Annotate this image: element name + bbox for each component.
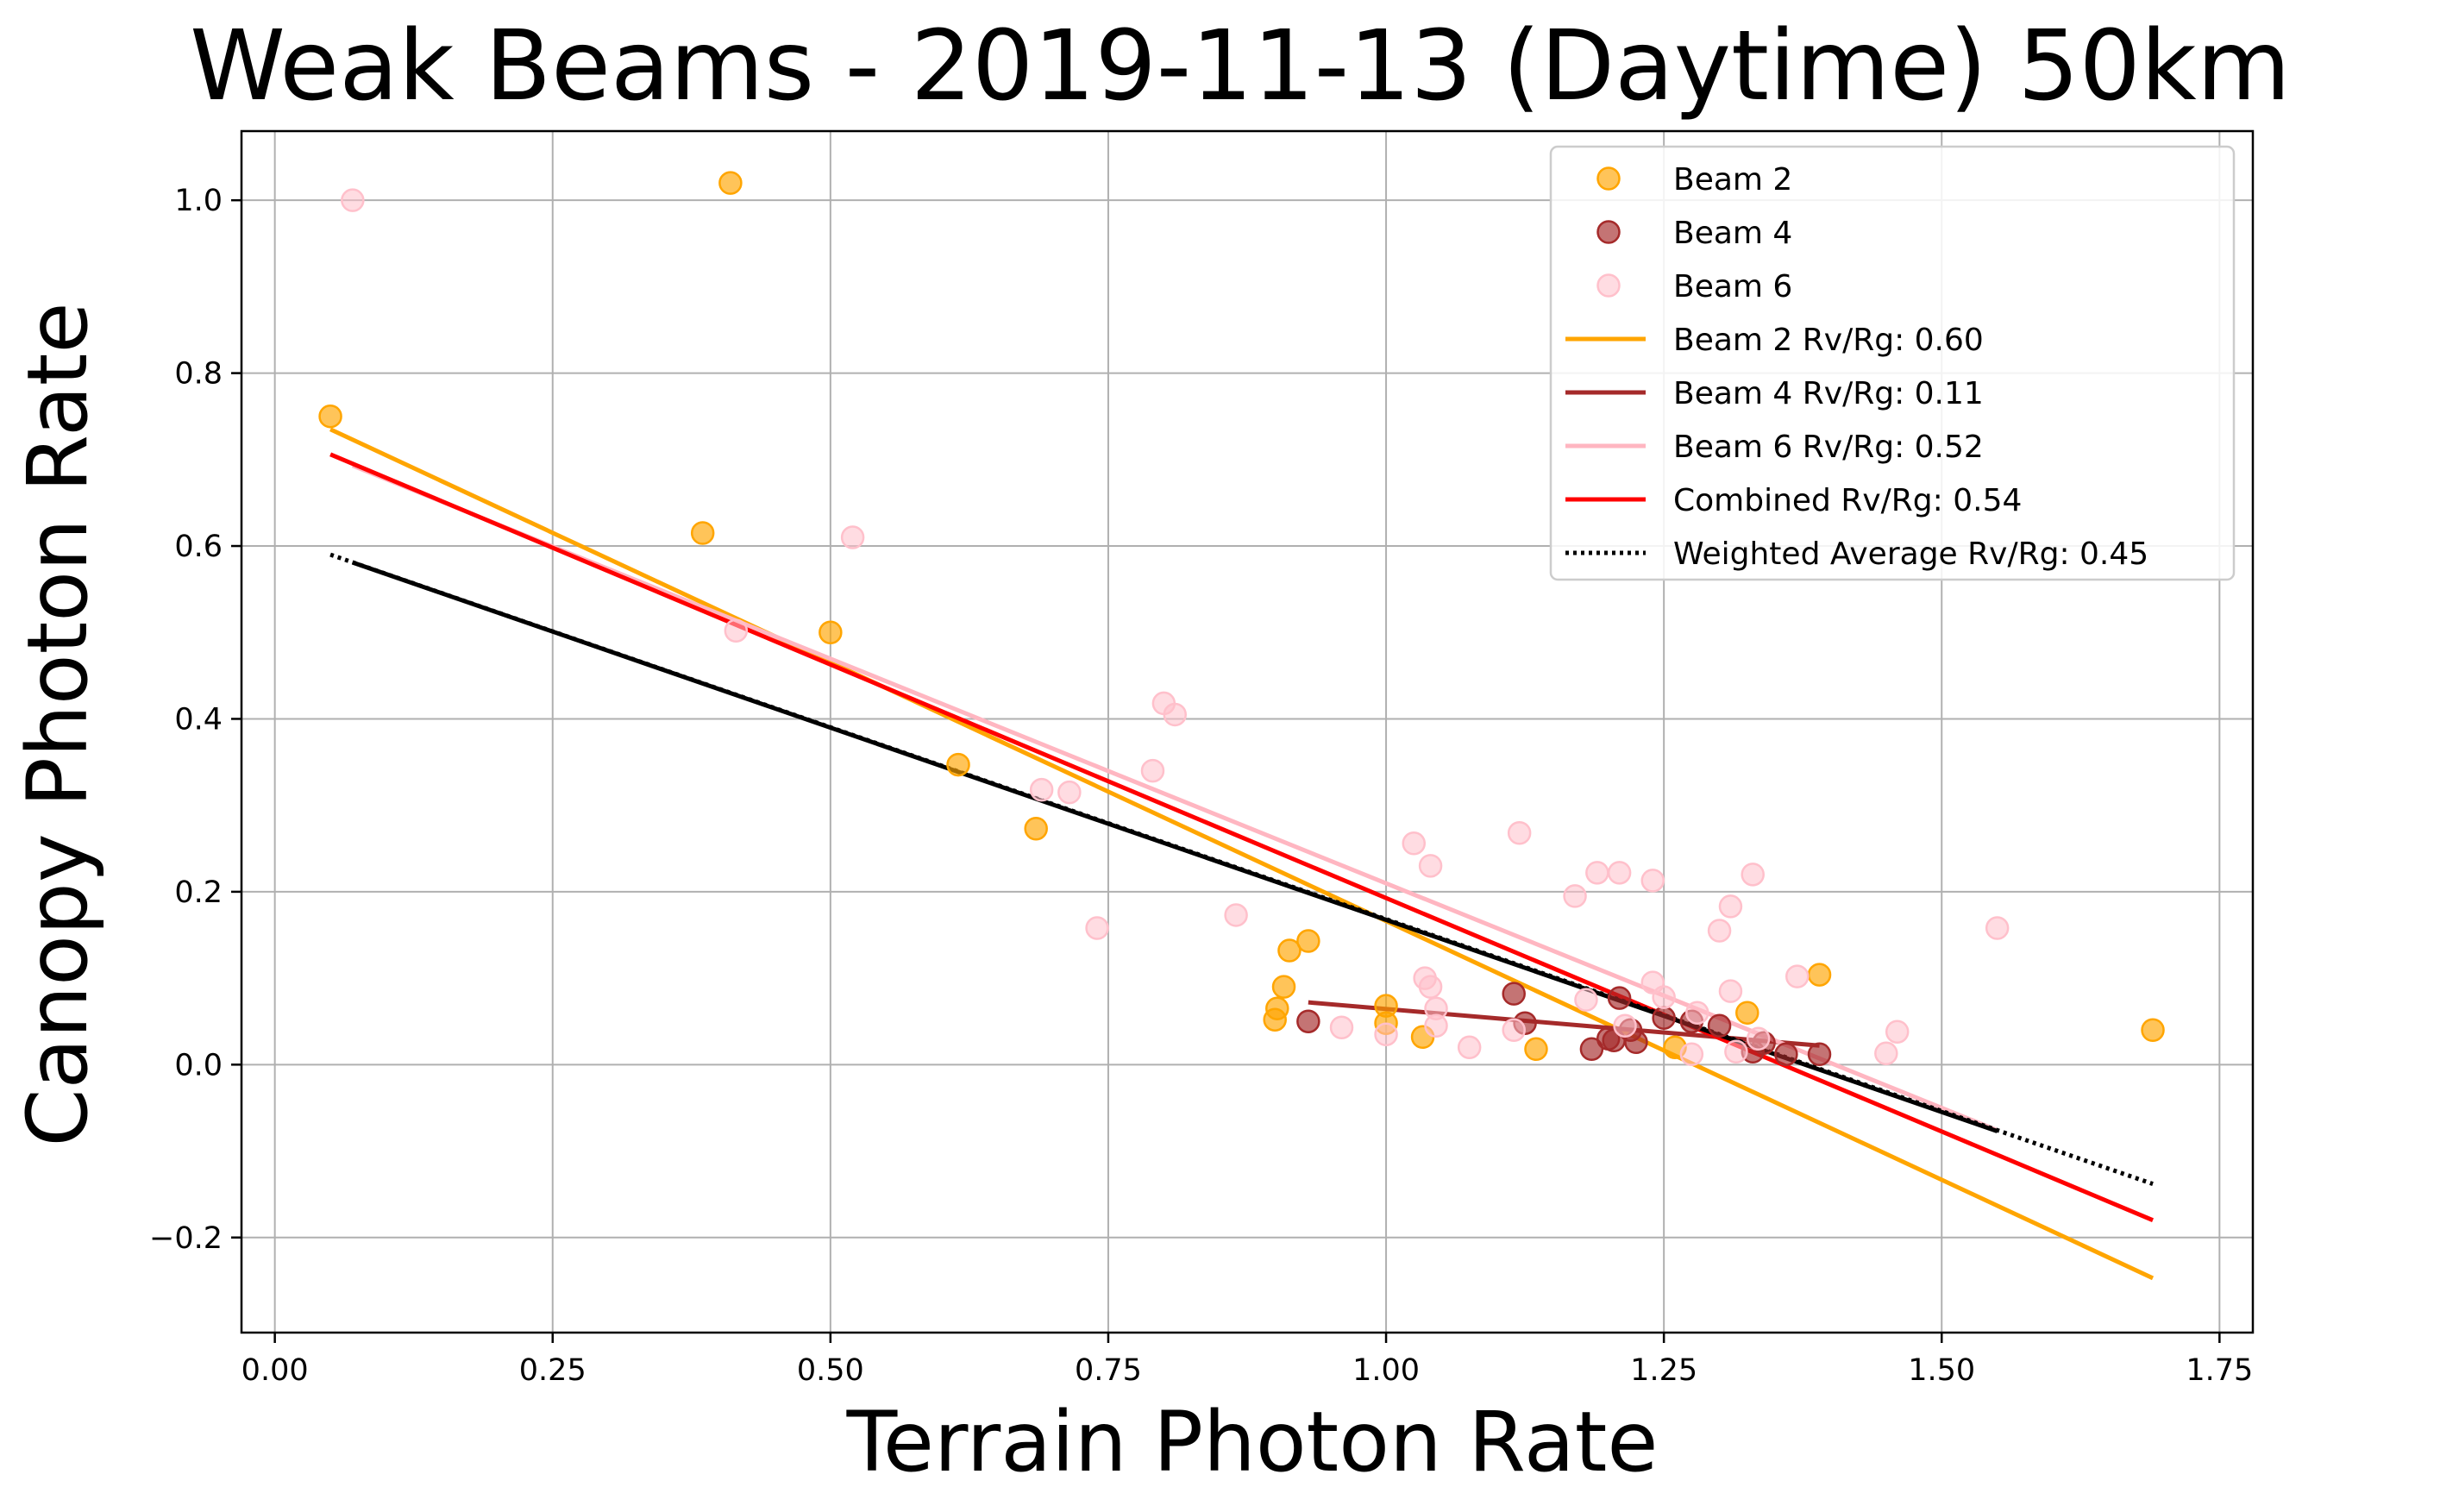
x-tick-label: 1.00 bbox=[1352, 1353, 1420, 1388]
point-beam-6 bbox=[1085, 916, 1109, 940]
point-beam-6 bbox=[1685, 1001, 1709, 1025]
legend-marker bbox=[1596, 273, 1621, 298]
point-beam-4 bbox=[1296, 1009, 1320, 1033]
legend-marker bbox=[1596, 166, 1621, 191]
legend-label: Beam 6 bbox=[1673, 269, 1792, 304]
x-tick-label: 0.50 bbox=[797, 1353, 864, 1388]
point-beam-6 bbox=[1874, 1041, 1898, 1066]
point-beam-6 bbox=[840, 525, 865, 549]
point-beam-2 bbox=[1296, 929, 1320, 953]
point-beam-6 bbox=[1640, 869, 1665, 893]
point-beam-6 bbox=[1224, 903, 1248, 927]
x-axis-label: Terrain Photon Rate bbox=[846, 1394, 1659, 1490]
point-beam-6 bbox=[1724, 1039, 1748, 1064]
point-beam-6 bbox=[1585, 861, 1609, 885]
legend: Beam 2 Beam 4 Beam 6 Beam 2 Rv/Rg: 0.60 Beam… bbox=[1549, 145, 2236, 581]
y-tick-label: 1.0 bbox=[174, 184, 223, 218]
point-beam-6 bbox=[1707, 919, 1732, 943]
point-beam-6 bbox=[1985, 916, 2010, 940]
point-beam-6 bbox=[1418, 975, 1443, 999]
y-tick-label: 0.0 bbox=[174, 1048, 223, 1082]
legend-label: Beam 4 bbox=[1673, 216, 1792, 251]
legend-label: Combined Rv/Rg: 0.54 bbox=[1673, 483, 2022, 518]
point-beam-6 bbox=[1057, 780, 1082, 805]
regression-line bbox=[329, 427, 2155, 1281]
legend-label: Beam 4 Rv/Rg: 0.11 bbox=[1673, 376, 1984, 411]
legend-box bbox=[1549, 145, 2236, 581]
point-beam-6 bbox=[1329, 1015, 1354, 1039]
point-beam-2 bbox=[2141, 1018, 2165, 1042]
point-beam-2 bbox=[1277, 938, 1302, 963]
legend-marker bbox=[1596, 220, 1621, 244]
y-axis-label: Canopy Photon Rate bbox=[9, 302, 106, 1146]
y-tick-label: 0.6 bbox=[174, 530, 223, 564]
point-beam-6 bbox=[1502, 1018, 1526, 1042]
point-beam-6 bbox=[724, 618, 749, 643]
y-tick-label: 0.8 bbox=[174, 357, 223, 392]
point-beam-2 bbox=[690, 521, 715, 545]
point-beam-2 bbox=[1735, 1001, 1759, 1025]
legend-label: Beam 2 bbox=[1673, 162, 1792, 198]
x-tick-label: 1.25 bbox=[1630, 1353, 1697, 1388]
legend-label: Beam 2 Rv/Rg: 0.60 bbox=[1673, 323, 1984, 358]
point-beam-2 bbox=[1271, 975, 1296, 999]
point-beam-6 bbox=[1785, 964, 1810, 988]
point-beam-6 bbox=[1507, 821, 1532, 845]
point-beam-2 bbox=[819, 620, 843, 645]
point-beam-4 bbox=[1624, 1030, 1648, 1055]
legend-label: Beam 6 Rv/Rg: 0.52 bbox=[1673, 430, 1984, 465]
point-beam-6 bbox=[1607, 861, 1632, 885]
x-tick-label: 0.25 bbox=[519, 1353, 586, 1388]
point-beam-6 bbox=[1652, 985, 1676, 1009]
point-beam-6 bbox=[1029, 777, 1054, 802]
legend-label: Weighted Average Rv/Rg: 0.45 bbox=[1673, 536, 2148, 572]
point-beam-2 bbox=[1524, 1037, 1548, 1062]
point-beam-6 bbox=[1718, 894, 1743, 919]
point-beam-6 bbox=[1679, 1042, 1704, 1067]
point-beam-2 bbox=[1807, 963, 1832, 987]
point-beam-6 bbox=[1563, 884, 1587, 908]
point-beam-6 bbox=[1741, 863, 1765, 887]
point-beam-6 bbox=[1163, 702, 1188, 727]
x-tick-label: 1.75 bbox=[2186, 1353, 2253, 1388]
x-tick-label: 0.00 bbox=[241, 1353, 309, 1388]
y-tick-label: 0.4 bbox=[174, 702, 223, 737]
x-tick-label: 0.75 bbox=[1075, 1353, 1142, 1388]
point-beam-4 bbox=[1579, 1037, 1604, 1062]
point-beam-6 bbox=[1140, 758, 1165, 783]
x-axis-ticks: 0.00 0.25 0.50 0.75 1.00 1.25 1.50 1.75 bbox=[241, 1333, 2253, 1388]
point-beam-4 bbox=[1607, 986, 1632, 1010]
regression-line bbox=[329, 452, 2155, 1223]
point-beam-4 bbox=[1652, 1006, 1676, 1030]
y-tick-label: −0.2 bbox=[149, 1221, 223, 1256]
y-tick-label: 0.2 bbox=[174, 875, 223, 910]
point-beam-2 bbox=[318, 404, 342, 429]
point-beam-6 bbox=[1613, 1013, 1637, 1038]
point-beam-6 bbox=[1885, 1020, 1910, 1044]
scatter-points bbox=[318, 171, 2165, 1067]
axes-frame bbox=[240, 129, 2255, 1334]
point-beam-6 bbox=[1574, 988, 1598, 1012]
point-beam-2 bbox=[718, 171, 743, 195]
point-beam-2 bbox=[946, 752, 970, 777]
point-beam-2 bbox=[1265, 996, 1289, 1020]
point-beam-6 bbox=[1374, 1022, 1398, 1047]
point-beam-6 bbox=[1418, 854, 1443, 878]
point-beam-6 bbox=[1424, 1013, 1448, 1038]
point-beam-4 bbox=[1502, 982, 1526, 1006]
point-beam-6 bbox=[1402, 831, 1427, 856]
point-beam-2 bbox=[1024, 816, 1048, 841]
point-beam-4 bbox=[1707, 1013, 1732, 1038]
point-beam-6 bbox=[1718, 979, 1743, 1003]
y-axis-ticks: −0.2 0.0 0.2 0.4 0.6 0.8 1.0 bbox=[149, 184, 241, 1256]
point-beam-6 bbox=[1457, 1035, 1482, 1060]
x-tick-label: 1.50 bbox=[1908, 1353, 1975, 1388]
point-beam-4 bbox=[1807, 1042, 1832, 1067]
point-beam-4 bbox=[1774, 1042, 1798, 1067]
point-beam-6 bbox=[341, 188, 365, 212]
point-beam-6 bbox=[1746, 1026, 1771, 1051]
chart-title: Weak Beams - 2019-11-13 (Daytime) 50km bbox=[190, 10, 2291, 122]
